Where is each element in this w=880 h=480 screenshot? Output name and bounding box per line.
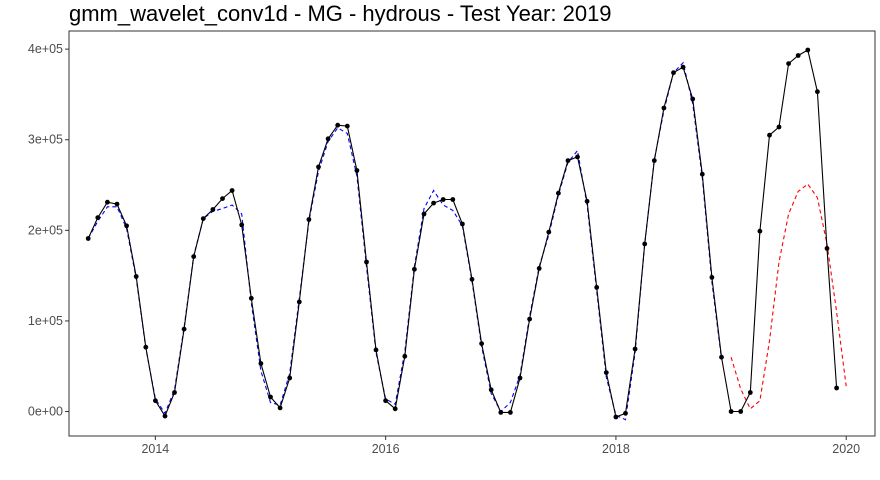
data-point (325, 136, 331, 142)
data-point (229, 188, 235, 193)
data-point (316, 164, 321, 170)
data-point (277, 405, 283, 411)
data-point (690, 96, 696, 102)
data-point (133, 274, 139, 279)
data-point (220, 196, 225, 202)
y-tick-label: 4e+05 (28, 42, 63, 56)
data-point (546, 229, 552, 235)
data-point (412, 266, 417, 272)
x-tick-label: 2016 (372, 442, 400, 456)
x-tick-label: 2020 (832, 442, 860, 456)
data-point (805, 47, 811, 53)
data-point (728, 409, 734, 414)
series-layer (85, 47, 847, 421)
data-point (786, 61, 791, 66)
data-point (594, 285, 600, 290)
data-point (680, 64, 686, 70)
data-point (239, 222, 245, 228)
x-axis: 2014 2016 2018 2020 (141, 436, 860, 456)
data-point (795, 53, 801, 58)
data-point (517, 375, 523, 381)
data-point (210, 207, 216, 212)
data-point (469, 276, 475, 282)
data-point (114, 201, 120, 207)
data-point (124, 223, 129, 229)
data-point (498, 410, 504, 415)
x-tick-label: 2018 (602, 442, 630, 456)
data-point (651, 158, 657, 164)
data-point (699, 171, 705, 177)
data-point (287, 375, 293, 381)
data-point (632, 346, 638, 352)
data-point (767, 132, 772, 138)
data-point (364, 259, 369, 265)
data-point (613, 414, 619, 420)
data-point (335, 122, 341, 128)
y-tick-label: 2e+05 (28, 223, 63, 237)
data-point (344, 123, 350, 129)
data-point (306, 217, 312, 222)
x-tick-label: 2014 (141, 442, 169, 456)
y-tick-label: 3e+05 (28, 133, 63, 147)
data-point (584, 198, 590, 204)
y-tick-label: 0e+00 (28, 405, 63, 419)
data-point (527, 316, 532, 322)
data-point (450, 197, 456, 202)
data-point (172, 390, 177, 395)
data-point (402, 353, 408, 359)
data-point (642, 241, 648, 247)
data-point (354, 168, 360, 173)
data-point (440, 197, 446, 202)
data-point (460, 221, 465, 227)
data-point (95, 215, 101, 221)
data-point (143, 344, 149, 350)
data-point (661, 105, 667, 111)
data-point (268, 394, 273, 400)
data-point (383, 398, 388, 404)
data-point (719, 354, 724, 360)
data-point (824, 246, 830, 251)
data-point (421, 211, 427, 217)
data-point (776, 124, 782, 130)
data-point (508, 410, 513, 415)
data-point (565, 158, 571, 164)
data-point (200, 216, 206, 222)
data-point (815, 89, 820, 95)
data-point (757, 228, 763, 234)
y-axis: 0e+00 1e+05 2e+05 3e+05 4e+05 (28, 42, 69, 419)
data-point (162, 413, 168, 419)
chart-title: gmm_wavelet_conv1d - MG - hydrous - Test… (69, 1, 612, 26)
data-point (85, 236, 91, 241)
data-point (834, 385, 839, 391)
data-point (536, 266, 542, 271)
data-point (248, 295, 254, 301)
data-point (392, 406, 398, 412)
plot-panel (68, 30, 876, 437)
data-point (296, 299, 302, 305)
data-point (181, 326, 187, 332)
data-point (191, 254, 197, 259)
data-point (258, 361, 264, 366)
data-point (373, 347, 379, 353)
data-point (747, 390, 753, 395)
data-point (153, 398, 158, 404)
data-point (709, 275, 715, 280)
data-point (671, 70, 676, 76)
data-point (488, 387, 494, 393)
data-point (623, 410, 628, 416)
data-point (105, 199, 110, 205)
data-point (603, 370, 609, 375)
data-point (479, 341, 484, 346)
data-point (556, 190, 561, 196)
y-tick-label: 1e+05 (28, 314, 63, 328)
data-point (738, 409, 744, 414)
data-point (431, 200, 436, 206)
data-point (575, 154, 580, 160)
